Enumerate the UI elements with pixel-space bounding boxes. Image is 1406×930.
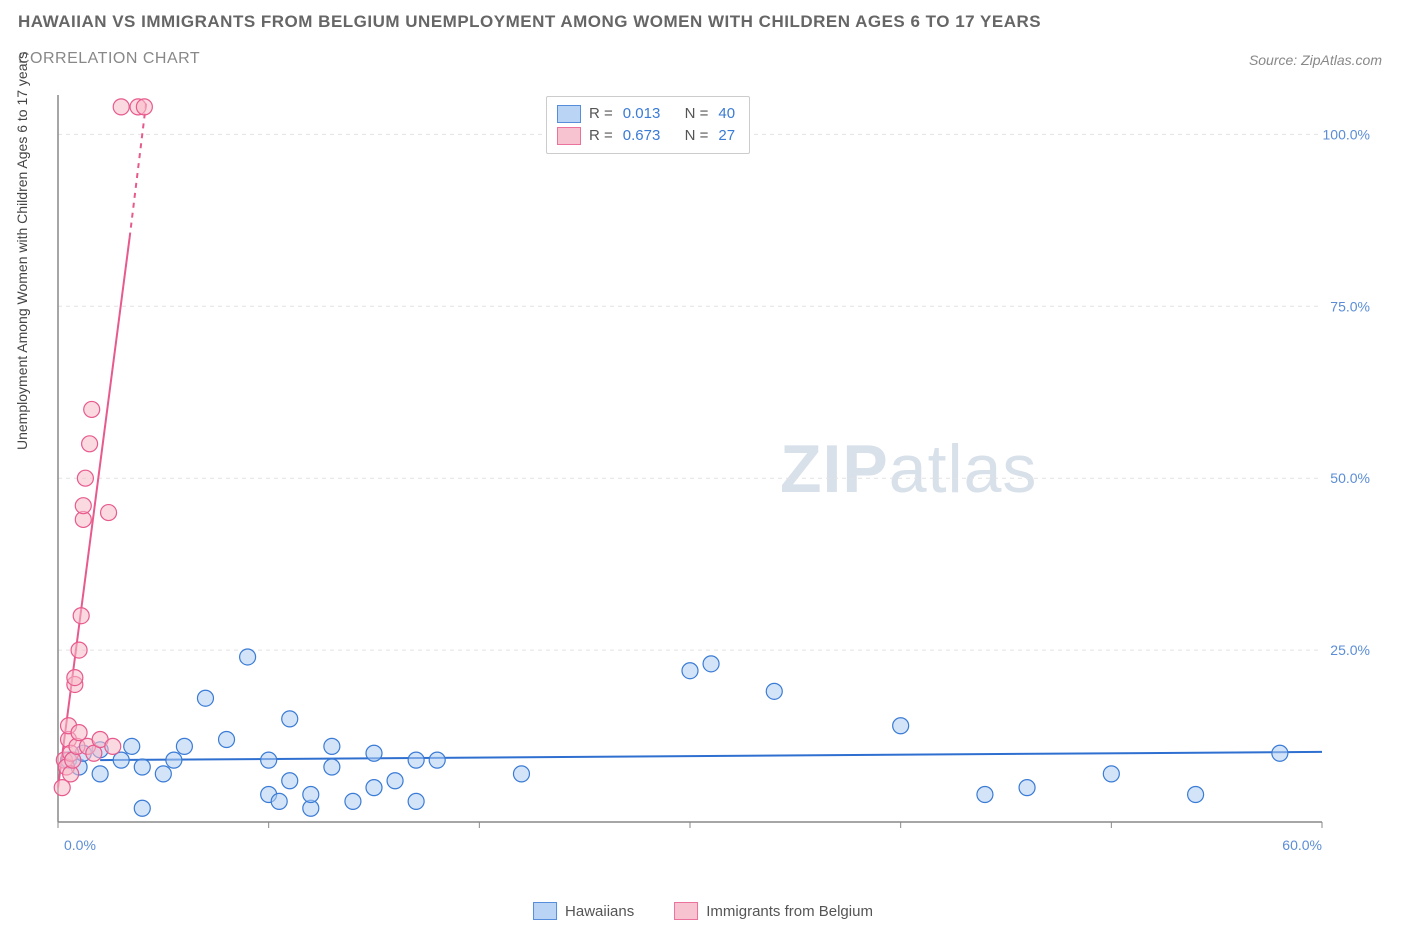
legend-item: Hawaiians (533, 902, 634, 920)
stats-row: R = 0.673 N = 27 (557, 125, 735, 147)
source-label: Source: ZipAtlas.com (1249, 52, 1382, 68)
n-value: 27 (718, 125, 735, 147)
chart-title: HAWAIIAN VS IMMIGRANTS FROM BELGIUM UNEM… (18, 12, 1041, 32)
series-swatch (674, 902, 698, 920)
legend-item: Immigrants from Belgium (674, 902, 873, 920)
y-axis-label: Unemployment Among Women with Children A… (14, 52, 30, 450)
svg-text:60.0%: 60.0% (1282, 837, 1322, 853)
n-label: N = (685, 125, 709, 147)
svg-text:25.0%: 25.0% (1330, 642, 1370, 658)
series-swatch (557, 127, 581, 145)
r-value: 0.673 (623, 125, 661, 147)
legend-label: Immigrants from Belgium (706, 903, 873, 920)
r-value: 0.013 (623, 103, 661, 125)
stats-legend: R = 0.013 N = 40R = 0.673 N = 27 (546, 96, 750, 154)
series-legend: Hawaiians Immigrants from Belgium (533, 902, 873, 920)
svg-text:75.0%: 75.0% (1330, 298, 1370, 314)
scatter-plot: 25.0% 50.0% 75.0% 100.0% 0.0% 60.0% (46, 90, 1382, 862)
series-swatch (557, 105, 581, 123)
n-value: 40 (718, 103, 735, 125)
stats-row: R = 0.013 N = 40 (557, 103, 735, 125)
svg-text:0.0%: 0.0% (64, 837, 96, 853)
r-label: R = (589, 125, 613, 147)
svg-text:100.0%: 100.0% (1323, 126, 1370, 142)
svg-text:50.0%: 50.0% (1330, 470, 1370, 486)
chart-subtitle: CORRELATION CHART (18, 50, 200, 68)
legend-label: Hawaiians (565, 903, 634, 920)
n-label: N = (685, 103, 709, 125)
series-swatch (533, 902, 557, 920)
r-label: R = (589, 103, 613, 125)
